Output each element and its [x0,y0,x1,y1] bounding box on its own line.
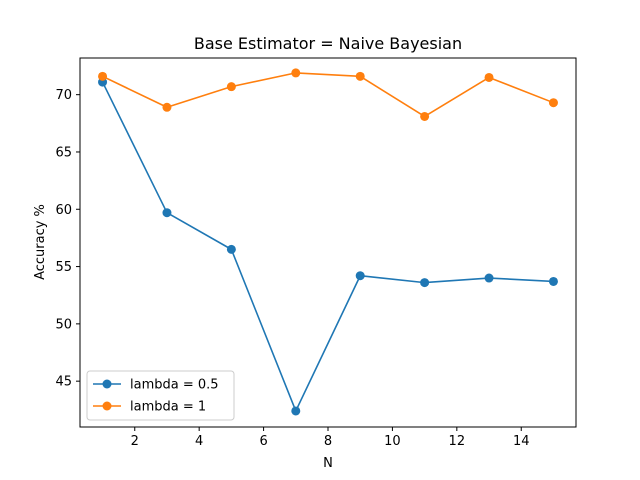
data-point-lambda-1 [548,98,558,108]
data-point-lambda-1 [420,111,430,121]
data-point-lambda-1 [484,72,494,82]
x-tick-label: 14 [513,434,530,449]
data-point-lambda-1 [291,68,301,78]
series-line-lambda-0-5 [101,81,554,412]
x-tick-label: 6 [259,434,267,449]
legend-box [86,370,235,421]
x-axis-ticks: 2 4 6 8 10 12 14 [131,427,530,449]
x-tick-label: 8 [324,434,332,449]
y-tick-label: 70 [55,88,72,103]
plot-marks [98,68,558,416]
x-tick-label: 4 [195,434,203,449]
data-point-lambda-0-5 [484,273,494,283]
x-tick-label: 12 [449,434,466,449]
chart-title: Base Estimator = Naive Bayesian [194,34,462,53]
y-axis-label: Accuracy % [33,204,48,280]
data-point-lambda-0-5 [162,208,172,218]
legend-label: lambda = 0.5 [130,378,219,393]
x-tick-label: 2 [131,434,139,449]
series-line-lambda-1 [102,72,554,118]
data-point-lambda-1 [98,71,108,81]
y-tick-label: 50 [55,317,72,332]
data-point-lambda-1 [355,71,365,81]
legend-marker-lambda-1 [102,401,112,411]
data-point-lambda-1 [226,82,236,92]
y-tick-label: 60 [55,203,72,218]
y-tick-label: 45 [55,375,72,390]
data-point-lambda-0-5 [226,244,236,254]
data-point-lambda-0-5 [548,276,558,286]
data-point-lambda-1 [162,102,172,112]
y-tick-label: 55 [55,260,72,275]
data-point-lambda-0-5 [355,271,365,281]
data-point-lambda-0-5 [291,406,301,416]
legend-label: lambda = 1 [130,400,206,415]
x-tick-label: 10 [384,434,401,449]
legend-marker-lambda-0-5 [102,379,112,389]
y-axis-ticks: 45 50 55 60 65 70 [55,88,80,390]
x-axis-label: N [323,456,333,471]
y-tick-label: 65 [55,145,72,160]
data-point-lambda-0-5 [420,278,430,288]
legend: lambda = 0.5 lambda = 1 [86,370,235,421]
